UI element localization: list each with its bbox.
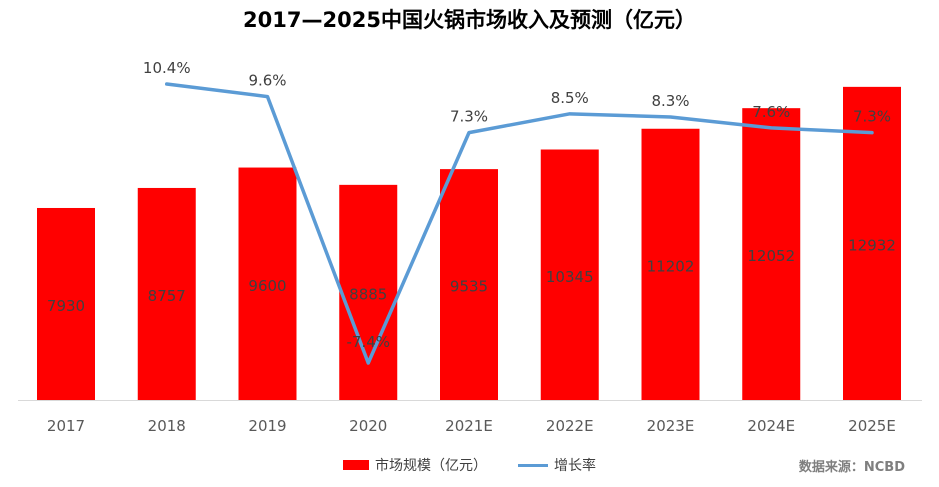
- growth-point-2018: [165, 82, 169, 86]
- legend-label-bar: 市场规模（亿元）: [375, 458, 487, 474]
- x-tick-2019: 2019: [248, 417, 286, 435]
- bar-label-2024E: 12052: [747, 247, 795, 265]
- bar-label-2021E: 9535: [450, 278, 488, 296]
- bar-label-2023E: 11202: [647, 257, 695, 275]
- bar-label-2022E: 10345: [546, 268, 594, 286]
- bar-label-2017: 7930: [47, 297, 85, 315]
- growth-label-2023E: 8.3%: [651, 92, 689, 110]
- x-tick-2017: 2017: [47, 417, 85, 435]
- bar-label-2020: 8885: [349, 285, 387, 303]
- growth-point-2020: [366, 361, 370, 365]
- x-tick-2022E: 2022E: [546, 417, 594, 435]
- growth-line: [165, 82, 874, 365]
- growth-point-2019: [266, 95, 269, 99]
- bar-label-2019: 9600: [248, 277, 286, 295]
- bar-2019: [238, 167, 297, 400]
- bar-2024E: [742, 108, 801, 400]
- bar-2017: [37, 207, 95, 400]
- growth-label-2025E: 7.3%: [853, 108, 891, 126]
- growth-point-2021E: [467, 131, 471, 135]
- growth-label-2019: 9.6%: [248, 72, 286, 90]
- x-tick-2024E: 2024E: [747, 417, 795, 435]
- bar-label-2025E: 12932: [848, 236, 896, 254]
- growth-label-2024E: 7.6%: [752, 103, 790, 121]
- bar-2025E: [843, 86, 901, 401]
- legend-label-line: 增长率: [554, 458, 596, 474]
- growth-label-2021E: 7.3%: [450, 108, 488, 126]
- legend-item-line: 增长率: [518, 455, 596, 475]
- x-tick-2023E: 2023E: [647, 417, 695, 435]
- growth-point-2025E: [870, 131, 874, 135]
- bar-label-2018: 8757: [148, 287, 186, 305]
- growth-label-2022E: 8.5%: [551, 89, 589, 107]
- bar-2021E: [440, 169, 498, 400]
- x-tick-2020: 2020: [349, 417, 387, 435]
- growth-point-2024E: [769, 126, 773, 130]
- growth-label-2020: -7.4%: [346, 333, 390, 351]
- source-note: 数据来源：NCBD: [798, 460, 905, 475]
- growth-point-2022E: [568, 112, 572, 116]
- bar-2023E: [641, 128, 700, 400]
- bar-2018: [137, 187, 196, 400]
- bar-2022E: [540, 149, 599, 400]
- growth-label-2018: 10.4%: [143, 59, 191, 77]
- x-tick-2018: 2018: [148, 417, 186, 435]
- growth-point-2023E: [669, 115, 672, 119]
- legend-item-bar: 市场规模（亿元）: [343, 455, 487, 475]
- legend-swatch-bar: [343, 460, 369, 470]
- x-tick-2025E: 2025E: [848, 417, 896, 435]
- legend-swatch-line: [518, 463, 548, 467]
- chart-title: 2017—2025中国火锅市场收入及预测（亿元）: [243, 8, 696, 32]
- x-tick-2021E: 2021E: [445, 417, 493, 435]
